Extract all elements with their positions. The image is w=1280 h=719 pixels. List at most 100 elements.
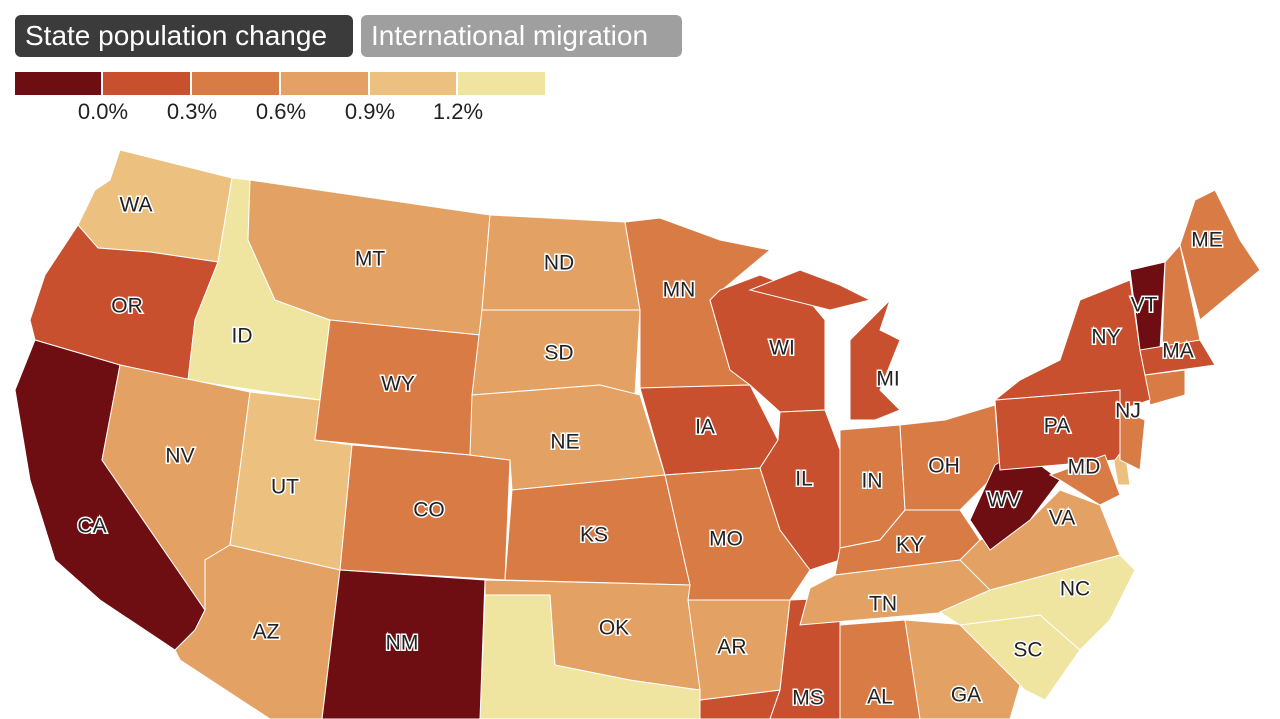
legend-swatch xyxy=(15,72,101,95)
state-label: VA xyxy=(1049,507,1075,530)
state-label: OK xyxy=(599,617,629,640)
state-label: WV xyxy=(987,489,1021,512)
state xyxy=(899,404,1001,511)
state-label: WI xyxy=(769,337,795,360)
state-label: ND xyxy=(544,252,574,275)
legend-swatch xyxy=(281,72,368,95)
state xyxy=(759,409,841,571)
state xyxy=(799,559,1032,626)
state-label: MN xyxy=(663,279,696,302)
state-label: OH xyxy=(928,455,960,478)
legend-label: 0.6% xyxy=(256,99,306,124)
state xyxy=(101,364,251,612)
state-label: NC xyxy=(1060,578,1090,601)
legend-swatch xyxy=(370,72,456,95)
state-label: KS xyxy=(580,524,608,547)
state-label: AR xyxy=(717,636,746,659)
state xyxy=(839,619,921,719)
state xyxy=(1111,449,1131,486)
state-label: NJ xyxy=(1115,400,1141,423)
state-label: MT xyxy=(355,248,385,271)
state-label: OR xyxy=(111,295,143,318)
state-label: SD xyxy=(544,342,573,365)
state-label: ID xyxy=(232,325,253,348)
state xyxy=(849,299,901,421)
state xyxy=(687,599,791,701)
state xyxy=(769,597,841,719)
state xyxy=(709,274,826,413)
state-label: VT xyxy=(1131,294,1158,317)
legend-swatch xyxy=(103,72,190,95)
state xyxy=(479,594,701,719)
legend-swatch xyxy=(192,72,279,95)
state xyxy=(314,319,481,456)
state-label: UT xyxy=(271,476,299,499)
state xyxy=(938,554,1136,651)
state-label: IN xyxy=(862,470,883,493)
state-labels: WA OR CA ID NV UT AZ MT WY CO NM ND SD NE KS OK MN IA MO AR… xyxy=(76,192,1224,711)
legend-label: 1.2% xyxy=(433,99,483,124)
state xyxy=(969,449,1061,551)
state-label: MD xyxy=(1068,456,1101,479)
state-label: MO xyxy=(709,528,743,551)
state-label: NE xyxy=(550,431,579,454)
tab[interactable]: International migration xyxy=(361,15,682,57)
state-label: NV xyxy=(165,445,194,468)
state xyxy=(834,509,981,576)
state xyxy=(639,384,779,476)
state xyxy=(187,177,331,401)
state xyxy=(994,389,1131,471)
states xyxy=(14,149,1261,719)
legend-swatch xyxy=(458,72,545,95)
legend-label: 0.3% xyxy=(167,99,217,124)
state xyxy=(664,467,811,601)
state-label: TN xyxy=(869,593,897,616)
state-label: MS xyxy=(792,687,824,710)
state xyxy=(471,309,641,396)
state xyxy=(959,489,1121,591)
state xyxy=(321,569,486,719)
state-label: MA xyxy=(1162,340,1194,363)
state-label: WA xyxy=(119,194,152,217)
state-label: CA xyxy=(77,515,106,538)
state xyxy=(1144,369,1186,406)
state-label: NY xyxy=(1091,326,1120,349)
state xyxy=(481,214,641,311)
state xyxy=(699,689,781,719)
state xyxy=(1048,454,1121,506)
state-label: ME xyxy=(1191,229,1223,252)
state-label: MI xyxy=(876,368,899,391)
state xyxy=(839,424,906,549)
tab-active[interactable]: State population change xyxy=(15,15,353,57)
state-label: IL xyxy=(795,468,813,491)
state xyxy=(504,474,691,586)
state-label: WY xyxy=(381,373,415,396)
state xyxy=(1161,243,1201,351)
state xyxy=(624,217,772,389)
state xyxy=(1119,409,1146,471)
state xyxy=(1179,189,1261,321)
state-label: KY xyxy=(896,534,924,557)
state xyxy=(469,384,666,491)
state-label: CO xyxy=(413,499,445,522)
state xyxy=(1129,261,1166,351)
legend-label: 0.9% xyxy=(345,99,395,124)
state xyxy=(904,619,1021,719)
state xyxy=(14,339,206,651)
state xyxy=(748,269,872,311)
state xyxy=(77,149,233,263)
state xyxy=(339,444,511,581)
state xyxy=(993,279,1151,411)
state-label: SC xyxy=(1013,639,1042,662)
legend-label: 0.0% xyxy=(78,99,128,124)
state xyxy=(29,224,219,381)
state-label: AZ xyxy=(253,621,280,644)
state-label: IA xyxy=(695,416,715,439)
state xyxy=(958,614,1081,701)
state xyxy=(247,179,491,336)
state-label: PA xyxy=(1044,415,1070,438)
state xyxy=(174,544,341,719)
state-label: AL xyxy=(867,686,893,709)
